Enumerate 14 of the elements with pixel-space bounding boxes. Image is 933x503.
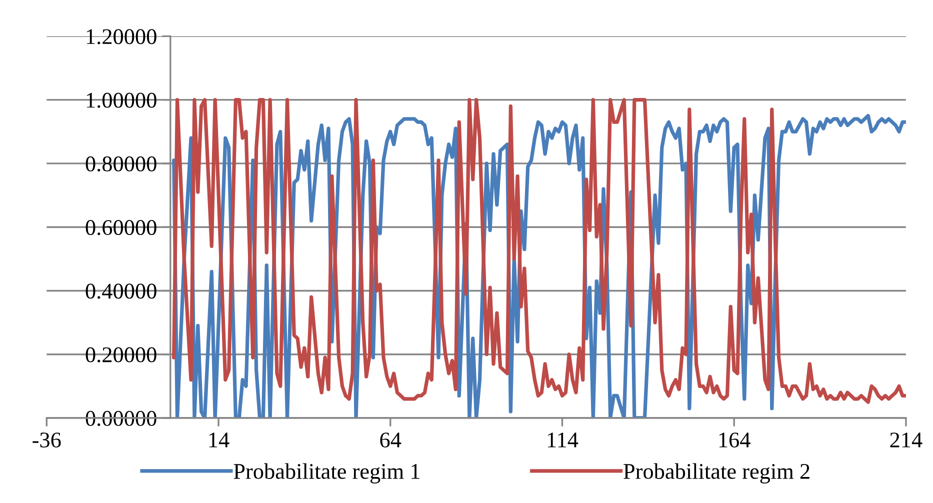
y-tick-label: 0.80000 <box>86 156 156 172</box>
y-tick-label: 0.40000 <box>86 284 156 299</box>
x-tick-label: 114 <box>548 432 578 448</box>
x-tick-label: -36 <box>32 432 61 448</box>
x-tick-label: 14 <box>209 432 230 448</box>
legend-label: Probabilitate regim 1 <box>234 463 420 484</box>
y-tick-label: 1.20000 <box>86 29 156 44</box>
y-tick-label: 0.60000 <box>86 220 156 236</box>
x-tick-label: 64 <box>380 432 402 448</box>
x-tick-label: 214 <box>890 432 922 448</box>
x-tick-label: 164 <box>719 432 750 448</box>
y-tick-label: 0.20000 <box>86 347 156 362</box>
legend-label: Probabilitate regim 2 <box>624 463 810 484</box>
y-tick-label: 1.00000 <box>86 92 156 108</box>
